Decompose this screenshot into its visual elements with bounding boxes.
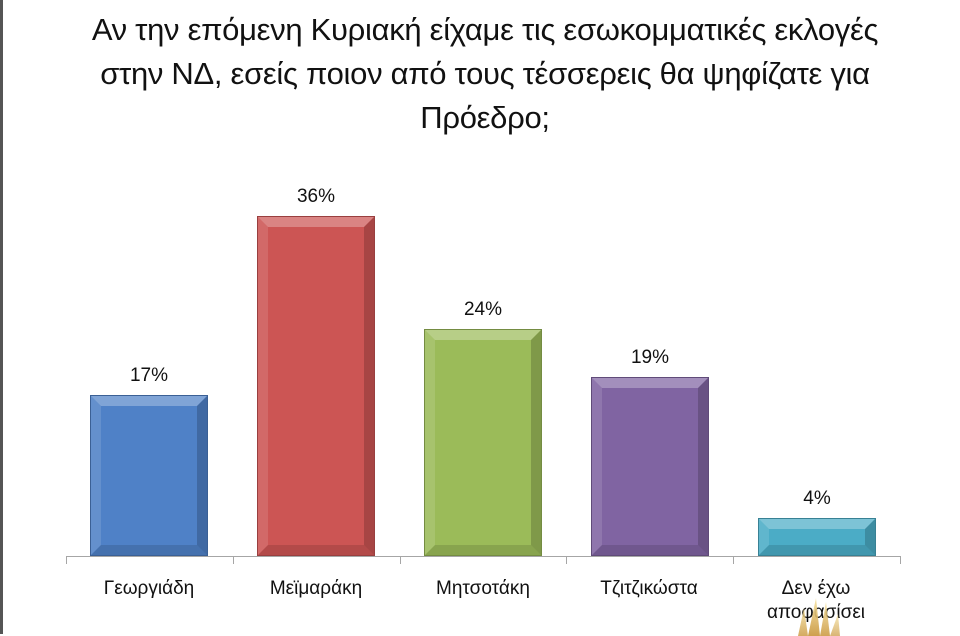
category-label: Γεωργιάδη [103,578,195,599]
value-label: 36% [296,186,336,207]
x-axis-tick [733,556,734,564]
value-label: 24% [463,299,503,320]
x-axis-tick [66,556,67,564]
x-axis-tick [900,556,901,564]
chart-title: Αν την επόμενη Κυριακή είχαμε τις εσωκομ… [20,8,950,140]
bar-4 [591,377,709,556]
x-axis-tick [400,556,401,564]
title-line-2: στην ΝΔ, εσείς ποιον από τους τέσσερεις … [100,56,870,91]
slide-left-border [0,0,3,634]
title-line-3: Πρόεδρο; [420,100,550,135]
bar-2 [257,216,375,556]
category-label: Τζιτζικώστα [600,578,698,599]
x-axis-line [66,556,900,557]
title-line-1: Αν την επόμενη Κυριακή είχαμε τις εσωκομ… [91,12,879,47]
x-axis-tick [566,556,567,564]
value-label: 19% [630,347,670,368]
bar-5 [758,518,876,556]
bar-3 [424,329,542,556]
bar-1 [90,395,208,556]
category-label: Μεϊμαράκη [269,578,363,599]
x-axis-tick [233,556,234,564]
gold-crown-icon [798,598,840,636]
value-label: 4% [803,488,831,509]
category-label: Μητσοτάκη [436,578,530,599]
value-label: 17% [129,365,169,386]
